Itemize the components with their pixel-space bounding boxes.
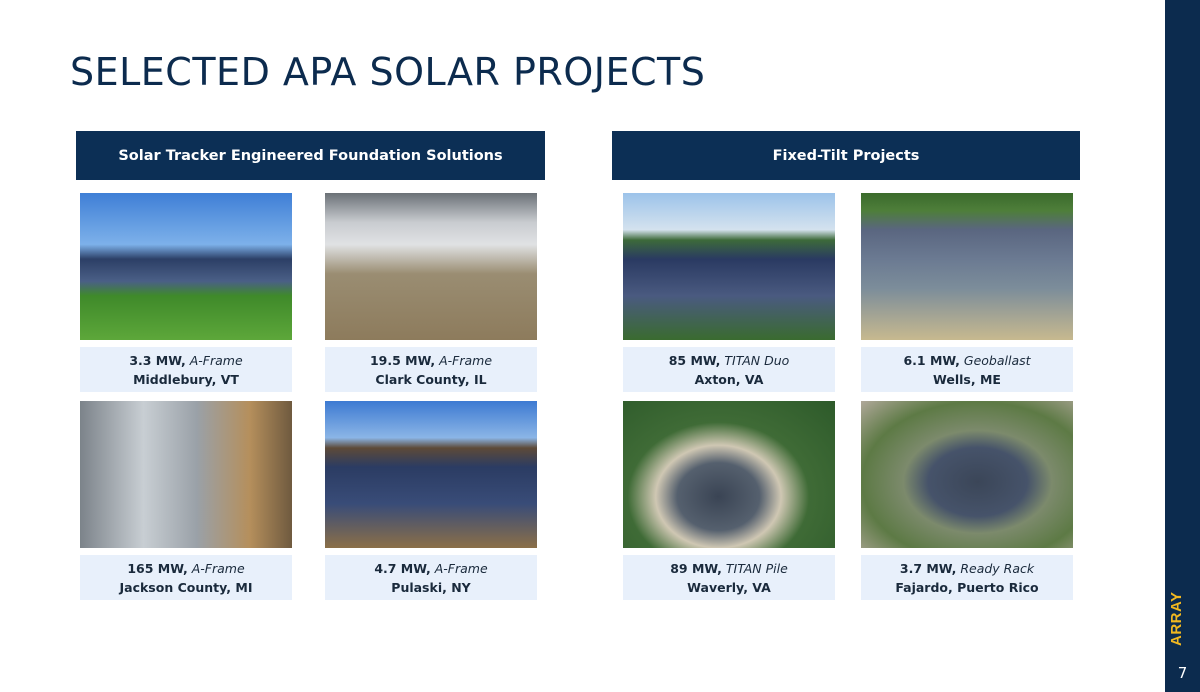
project-location: Axton, VA — [694, 372, 764, 387]
section-header-fixed-tilt: Fixed-Tilt Projects — [612, 131, 1080, 180]
project-caption: 6.1 MW, Geoballast Wells, ME — [861, 347, 1073, 392]
project-photo — [80, 193, 292, 340]
project-system: TITAN Duo — [724, 353, 790, 368]
project-caption: 19.5 MW, A-Frame Clark County, IL — [325, 347, 537, 392]
project-card: 19.5 MW, A-Frame Clark County, IL — [325, 193, 537, 392]
project-capacity: 6.1 MW, — [903, 353, 960, 368]
project-caption: 85 MW, TITAN Duo Axton, VA — [623, 347, 835, 392]
project-location: Clark County, IL — [375, 372, 487, 387]
project-system: A-Frame — [439, 353, 493, 368]
project-card: 165 MW, A-Frame Jackson County, MI — [80, 401, 292, 600]
project-photo — [861, 193, 1073, 340]
project-location: Jackson County, MI — [119, 580, 253, 595]
project-card: 3.3 MW, A-Frame Middlebury, VT — [80, 193, 292, 392]
page-title: SELECTED APA SOLAR PROJECTS — [70, 50, 706, 94]
project-capacity: 3.7 MW, — [899, 561, 957, 576]
project-system: Ready Rack — [960, 561, 1035, 576]
project-capacity: 89 MW, — [670, 561, 722, 576]
project-caption: 3.3 MW, A-Frame Middlebury, VT — [80, 347, 292, 392]
project-photo — [623, 193, 835, 340]
project-capacity: 3.3 MW, — [129, 353, 186, 368]
project-location: Wells, ME — [933, 372, 1001, 387]
project-system: A-Frame — [189, 353, 243, 368]
project-capacity: 4.7 MW, — [374, 561, 431, 576]
project-caption: 3.7 MW, Ready Rack Fajardo, Puerto Rico — [861, 555, 1073, 600]
project-location: Pulaski, NY — [391, 580, 471, 595]
project-card: 6.1 MW, Geoballast Wells, ME — [861, 193, 1073, 392]
project-location: Fajardo, Puerto Rico — [895, 580, 1039, 595]
project-card: 85 MW, TITAN Duo Axton, VA — [623, 193, 835, 392]
project-caption: 89 MW, TITAN Pile Waverly, VA — [623, 555, 835, 600]
project-photo — [623, 401, 835, 548]
project-system: A-Frame — [191, 561, 245, 576]
array-logo: ARRAY — [1168, 591, 1185, 646]
project-system: A-Frame — [434, 561, 488, 576]
project-system: TITAN Pile — [725, 561, 788, 576]
project-photo — [80, 401, 292, 548]
project-card: 89 MW, TITAN Pile Waverly, VA — [623, 401, 835, 600]
project-photo — [325, 401, 537, 548]
project-capacity: 85 MW, — [668, 353, 721, 368]
project-photo — [861, 401, 1073, 548]
project-location: Middlebury, VT — [133, 372, 239, 387]
project-capacity: 165 MW, — [127, 561, 188, 576]
section-header-tracker: Solar Tracker Engineered Foundation Solu… — [76, 131, 545, 180]
project-card: 4.7 MW, A-Frame Pulaski, NY — [325, 401, 537, 600]
project-capacity: 19.5 MW, — [369, 353, 436, 368]
project-photo — [325, 193, 537, 340]
project-system: Geoballast — [963, 353, 1031, 368]
project-location: Waverly, VA — [687, 580, 771, 595]
project-caption: 4.7 MW, A-Frame Pulaski, NY — [325, 555, 537, 600]
sidebar-band — [1165, 0, 1200, 692]
project-caption: 165 MW, A-Frame Jackson County, MI — [80, 555, 292, 600]
page-number: 7 — [1177, 664, 1188, 682]
project-card: 3.7 MW, Ready Rack Fajardo, Puerto Rico — [861, 401, 1073, 600]
